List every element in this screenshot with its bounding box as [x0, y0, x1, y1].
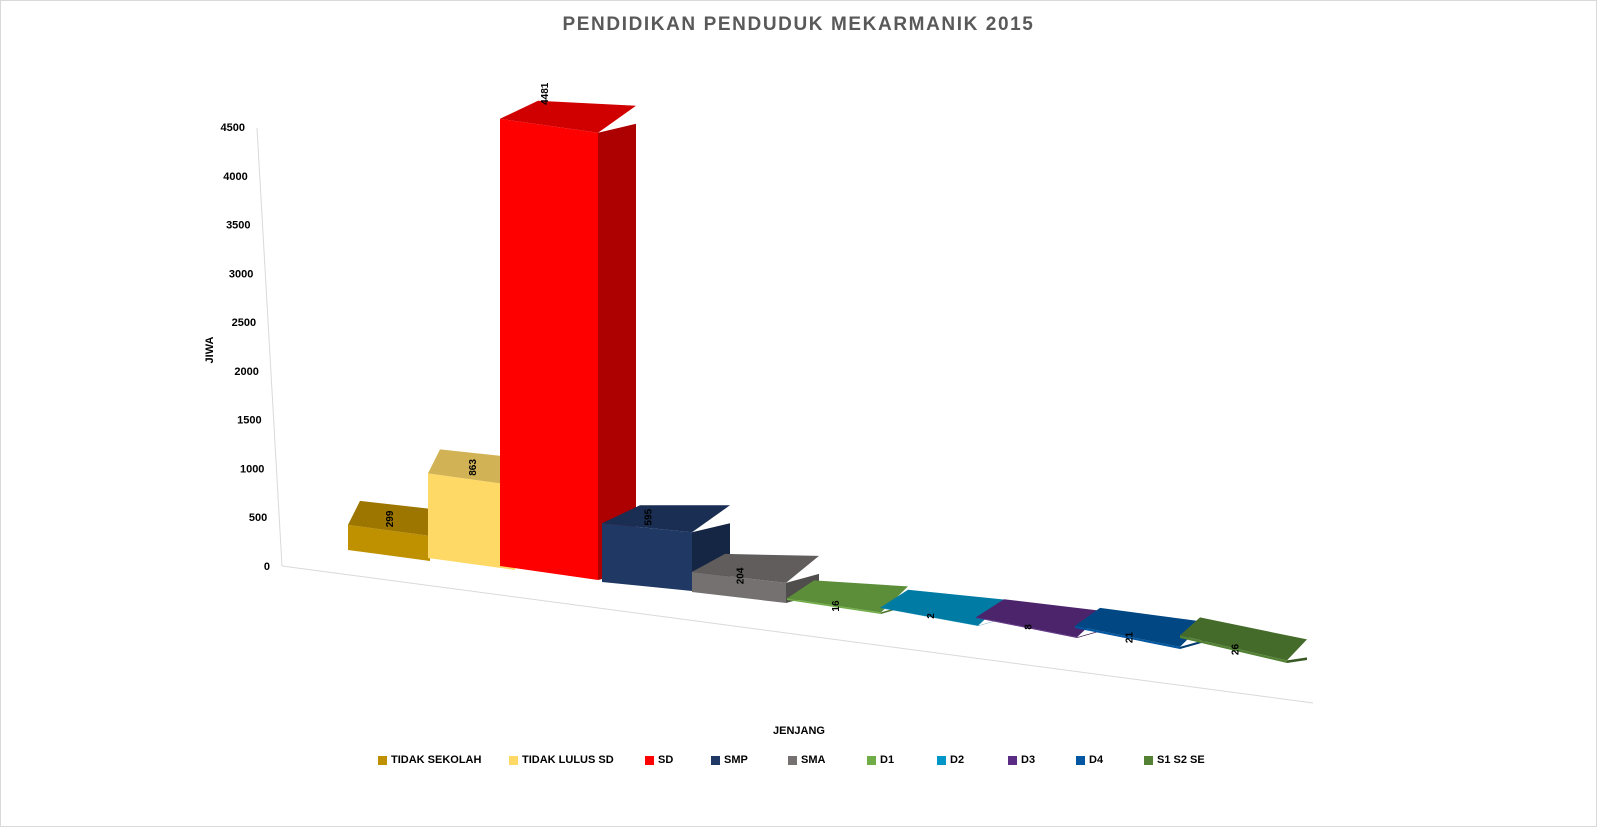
- legend-label: S1 S2 SE: [1157, 754, 1205, 766]
- legend-label: D2: [950, 754, 965, 766]
- legend-swatch: [1144, 755, 1153, 765]
- legend-label: TIDAK SEKOLAH: [391, 754, 482, 766]
- bar-side-face: [598, 123, 636, 580]
- legend-label: D4: [1089, 754, 1104, 766]
- bars-layer: 299 863 4481 595 204 16 2 8 21 26: [348, 82, 1307, 663]
- legend-swatch: [378, 755, 387, 765]
- legend-item: D2: [937, 752, 964, 768]
- bar-top-face: [880, 589, 1006, 626]
- data-label: 26: [1231, 644, 1242, 656]
- bar-front-face: [976, 617, 1077, 638]
- y-tick-label: 500: [249, 512, 267, 524]
- bar-front-face: [880, 607, 978, 626]
- data-label: 863: [468, 459, 479, 476]
- x-axis-label: JENJANG: [773, 725, 825, 737]
- data-label: 299: [385, 510, 396, 527]
- data-label: 16: [831, 600, 842, 612]
- legend-label: SMP: [724, 754, 748, 766]
- bar-front-face: [500, 118, 598, 580]
- bar-front-face: [602, 523, 692, 591]
- legend-item: SMP: [711, 752, 748, 768]
- y-tick-label: 0: [264, 561, 270, 573]
- bar-top-face: [348, 500, 440, 536]
- bar-top-face: [602, 505, 730, 533]
- bar-9: [1075, 607, 1205, 649]
- y-tick-label: 3500: [226, 220, 250, 232]
- bar-front-face: [428, 473, 515, 570]
- bar-1: [348, 500, 440, 561]
- y-axis-line: [256, 127, 283, 567]
- bar-top-face: [1180, 617, 1307, 661]
- bar-front-face: [787, 598, 881, 614]
- legend-item: SMA: [788, 752, 825, 768]
- y-tick-label: 2500: [232, 317, 256, 329]
- x-axis-line: [281, 565, 1314, 704]
- bar-front-face: [1180, 635, 1287, 663]
- y-tick-label: 1500: [237, 415, 261, 427]
- legend-label: TIDAK LULUS SD: [522, 754, 614, 766]
- legend-swatch: [937, 755, 946, 765]
- data-label: 595: [644, 508, 655, 525]
- legend-label: D3: [1021, 754, 1036, 766]
- legend: TIDAK SEKOLAH TIDAK LULUS SD SD SMP SMA D1 D2 D…: [0, 752, 1597, 772]
- data-label: 8: [1024, 624, 1035, 630]
- y-tick-label: 1000: [240, 463, 264, 475]
- data-label: 4481: [540, 82, 551, 105]
- chart-title: PENDIDIKAN PENDUDUK MEKARMANIK 2015: [562, 14, 1035, 35]
- data-label: 21: [1125, 632, 1136, 644]
- y-tick-label: 4500: [221, 122, 245, 134]
- bar-10: [1180, 617, 1307, 663]
- bar-side-face: [1287, 657, 1307, 663]
- legend-swatch: [867, 755, 876, 765]
- y-tick-label: 2000: [234, 366, 258, 378]
- data-label: 2: [926, 613, 937, 619]
- legend-swatch: [645, 755, 654, 765]
- legend-swatch: [1008, 755, 1017, 765]
- legend-item: TIDAK SEKOLAH: [378, 752, 481, 768]
- y-tick-label: 3000: [229, 268, 253, 280]
- bar-top-face: [976, 599, 1105, 638]
- bar-top-face: [692, 553, 819, 583]
- legend-swatch: [711, 755, 720, 765]
- legend-swatch: [788, 755, 797, 765]
- legend-label: D1: [880, 754, 895, 766]
- bar-7: [880, 589, 1006, 626]
- legend-item: SD: [645, 752, 673, 768]
- bar-front-face: [692, 571, 786, 603]
- legend-item: TIDAK LULUS SD: [509, 752, 614, 768]
- y-axis-label: JIWA: [204, 337, 216, 364]
- legend-item: D3: [1008, 752, 1035, 768]
- bar-front-face: [1075, 625, 1180, 649]
- legend-item: D1: [867, 752, 894, 768]
- y-tick-label: 4000: [223, 171, 247, 183]
- legend-item: S1 S2 SE: [1144, 752, 1205, 768]
- y-tick-labels: 0 500 1000 1500 2000 2500 3000 3500 4000 4500: [221, 122, 270, 573]
- legend-item: D4: [1076, 752, 1103, 768]
- bar-3: [500, 100, 636, 580]
- axes-layer: [256, 127, 1314, 704]
- legend-swatch: [509, 755, 518, 765]
- bar-top-face: [500, 100, 636, 133]
- bar-top-face: [1075, 607, 1205, 647]
- legend-swatch: [1076, 755, 1085, 765]
- bar-top-face: [787, 580, 908, 613]
- legend-label: SD: [658, 754, 674, 766]
- legend-label: SMA: [801, 754, 826, 766]
- data-label: 204: [736, 567, 747, 584]
- bar-front-face: [348, 524, 430, 561]
